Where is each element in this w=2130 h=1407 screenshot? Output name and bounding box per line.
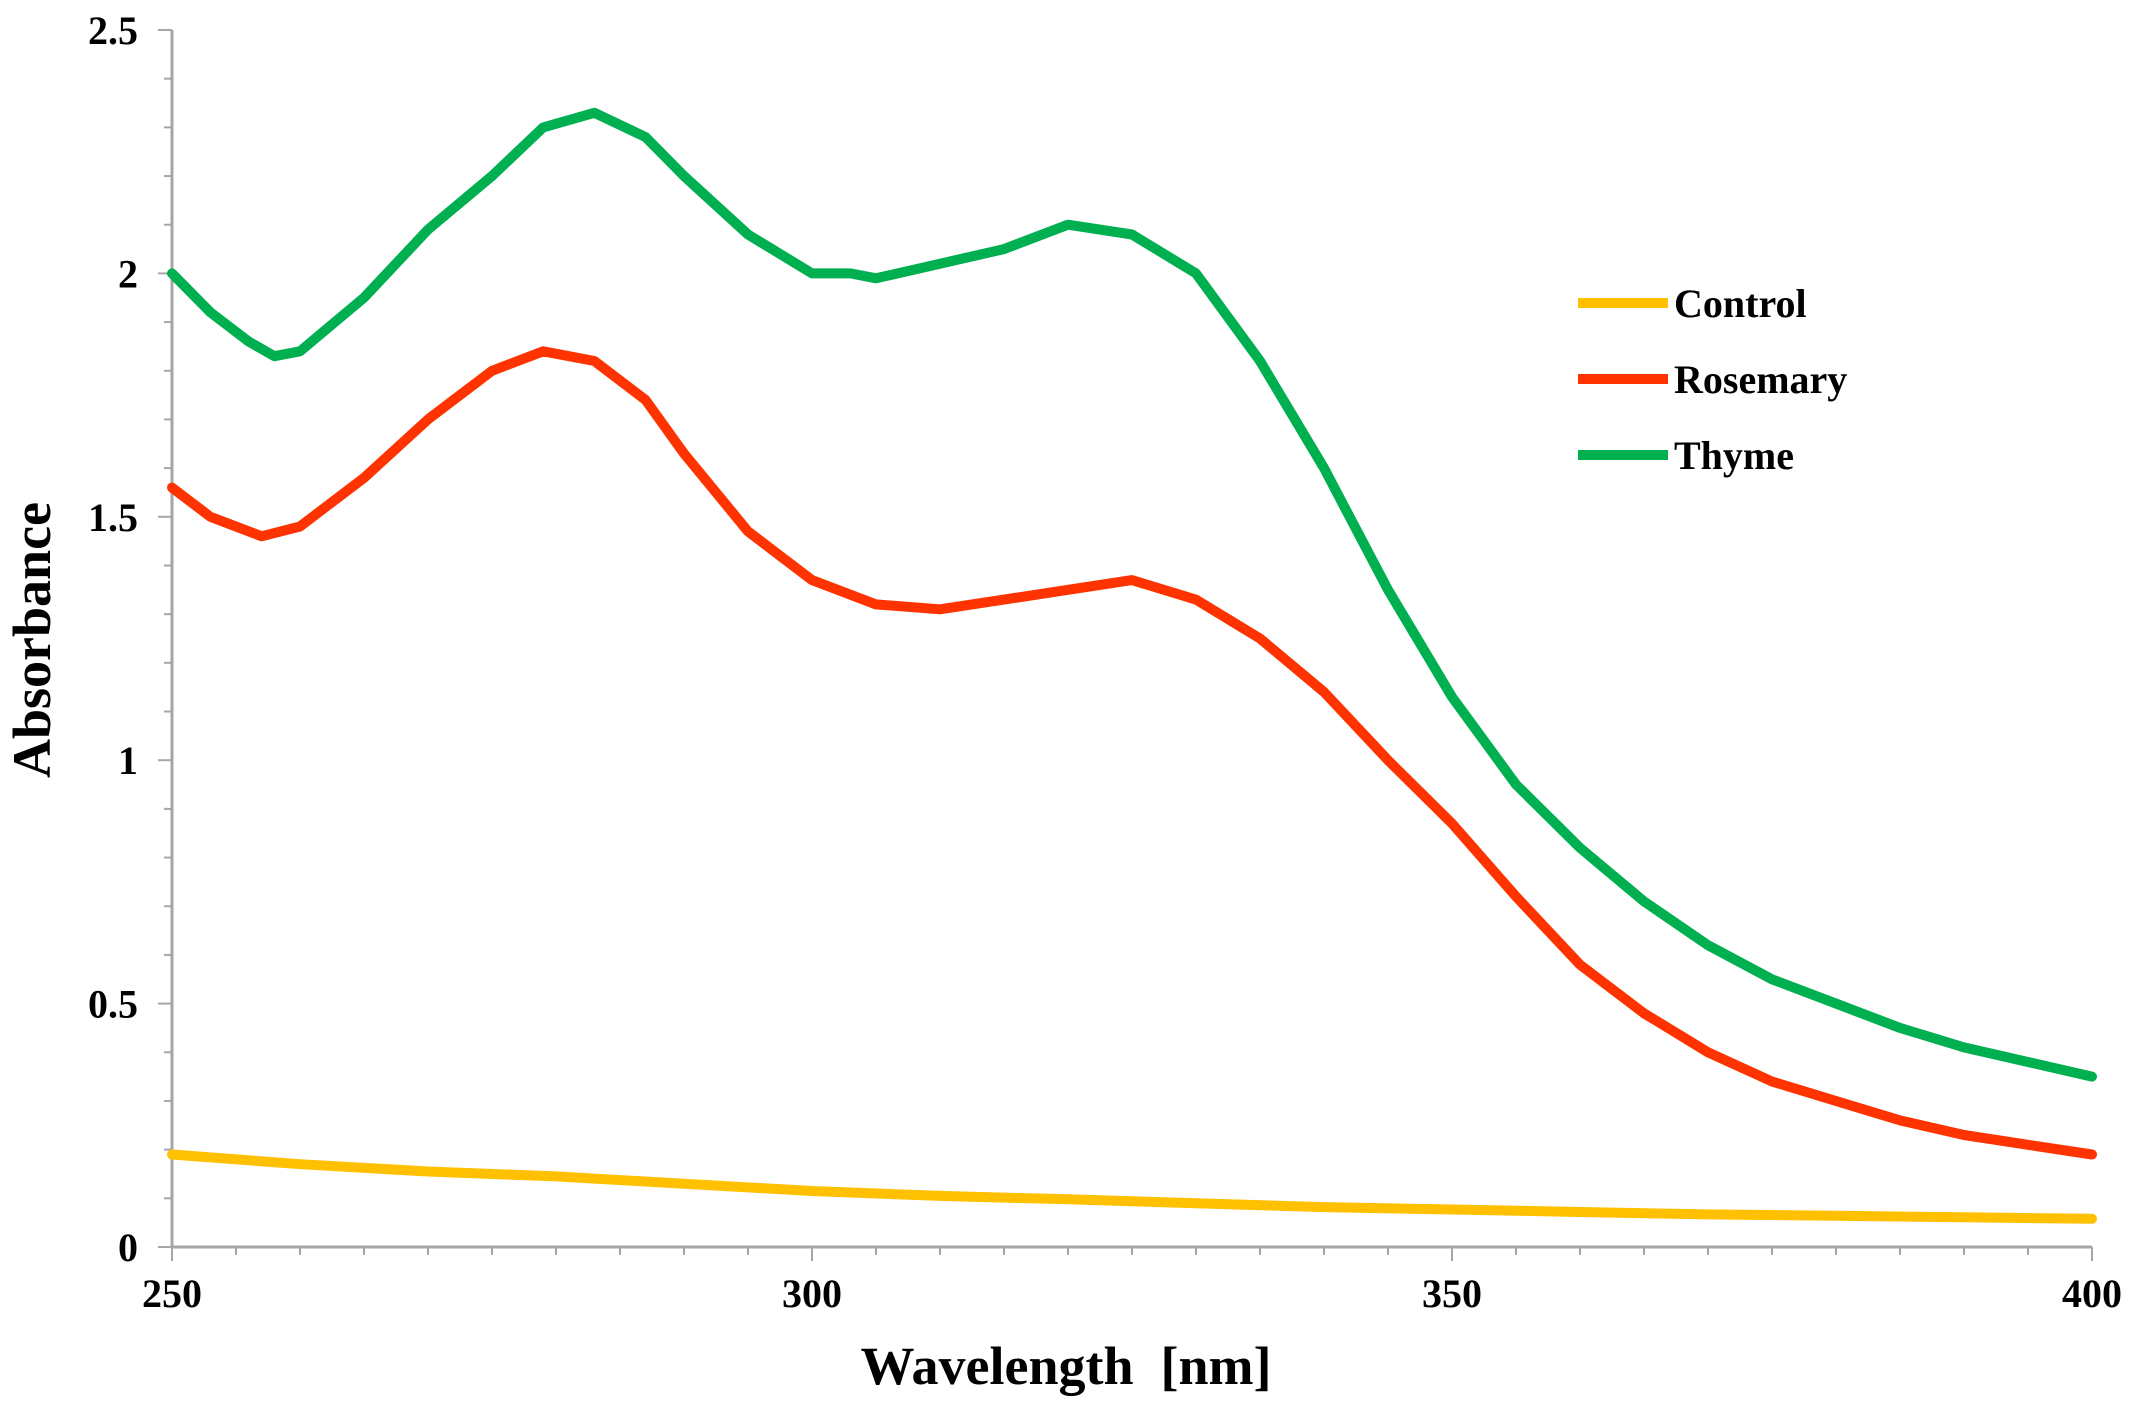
- x-tick-label: 250: [142, 1271, 202, 1316]
- y-tick-labels: 0 0.5 1 1.5 2 2.5: [88, 8, 138, 1270]
- series-line-control: [167, 1149, 2097, 1224]
- y-tick-label: 0.5: [88, 982, 138, 1027]
- x-tick-label: 400: [2062, 1271, 2122, 1316]
- minor-ticks: [158, 29, 2093, 1261]
- series-layer: [167, 107, 2097, 1224]
- x-axis-title: Wavelength [nm]: [861, 1336, 1272, 1396]
- legend-label-control: Control: [1674, 281, 1807, 326]
- x-tick-labels: 250 300 350 400: [142, 1271, 2122, 1316]
- y-tick-label: 2.5: [88, 8, 138, 53]
- y-tick-label: 1.5: [88, 495, 138, 540]
- legend-label-rosemary: Rosemary: [1674, 357, 1847, 402]
- y-axis-title: Absorbance: [2, 502, 62, 778]
- series-line-rosemary: [167, 346, 2097, 1160]
- legend-label-thyme: Thyme: [1674, 433, 1794, 478]
- series-line-thyme: [167, 107, 2097, 1082]
- plot-frame: [170, 30, 2092, 1249]
- y-tick-label: 2: [118, 251, 138, 296]
- legend: Control Rosemary Thyme: [1578, 281, 1847, 478]
- x-tick-label: 300: [782, 1271, 842, 1316]
- y-tick-label: 1: [118, 738, 138, 783]
- y-tick-label: 0: [118, 1225, 138, 1270]
- x-tick-label: 350: [1422, 1271, 1482, 1316]
